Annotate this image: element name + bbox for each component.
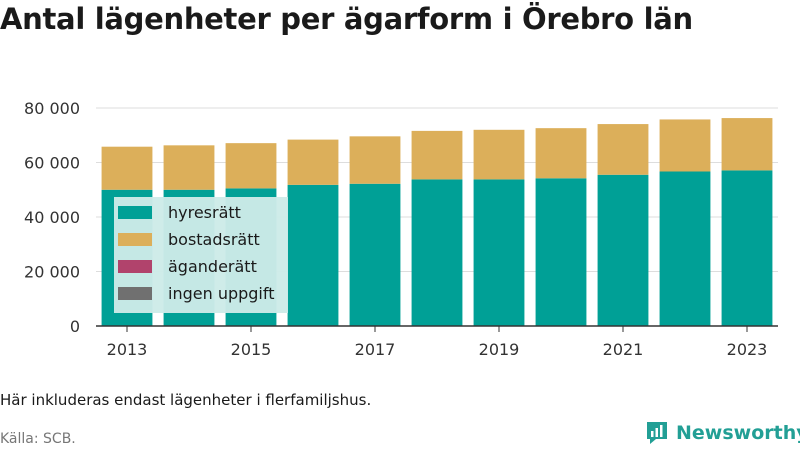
y-tick-label: 60 000 (24, 154, 80, 173)
bar-bostadsratt-2021 (597, 124, 649, 175)
legend-label-ingen_uppgift: ingen uppgift (168, 284, 275, 303)
y-tick-label: 80 000 (24, 99, 80, 118)
bar-bostadsratt-2020 (535, 128, 587, 179)
newsworthy-logo-icon (647, 422, 667, 444)
legend-swatch-bostadsratt (118, 233, 152, 246)
bar-bostadsratt-2022 (659, 119, 711, 172)
bar-hyresratt-2018 (411, 179, 463, 326)
bar-hyresratt-2019 (473, 179, 525, 326)
legend-label-aganderatt: äganderätt (168, 257, 257, 276)
bar-bostadsratt-2013 (101, 146, 153, 190)
bar-bostadsratt-2018 (411, 130, 463, 180)
x-tick-label: 2013 (107, 340, 148, 359)
bar-bostadsratt-2023 (721, 118, 773, 171)
legend-swatch-ingen_uppgift (118, 287, 152, 300)
bar-bostadsratt-2014 (163, 145, 215, 190)
legend-label-bostadsratt: bostadsrätt (168, 230, 260, 249)
y-tick-label: 0 (70, 317, 80, 336)
chart-title: Antal lägenheter per ägarform i Örebro l… (0, 2, 693, 36)
x-tick-label: 2019 (479, 340, 520, 359)
bar-hyresratt-2021 (597, 174, 649, 326)
x-tick-label: 2015 (231, 340, 272, 359)
bar-bostadsratt-2016 (287, 139, 339, 185)
bar-hyresratt-2022 (659, 171, 711, 326)
bar-hyresratt-2020 (535, 178, 587, 326)
legend-label-hyresratt: hyresrätt (168, 203, 241, 222)
legend-swatch-hyresratt (118, 206, 152, 219)
bar-hyresratt-2023 (721, 170, 773, 326)
y-tick-label: 20 000 (24, 263, 80, 282)
newsworthy-logo-text: Newsworthy (676, 422, 800, 444)
bar-bostadsratt-2017 (349, 136, 401, 184)
bar-hyresratt-2017 (349, 183, 401, 326)
x-tick-label: 2021 (603, 340, 644, 359)
newsworthy-logo: Newsworthy (645, 420, 800, 446)
y-tick-label: 40 000 (24, 208, 80, 227)
bar-hyresratt-2016 (287, 184, 339, 326)
bar-bostadsratt-2015 (225, 143, 277, 189)
legend-swatch-aganderatt (118, 260, 152, 273)
x-tick-label: 2023 (727, 340, 768, 359)
source-text: Källa: SCB. (0, 431, 76, 447)
bar-bostadsratt-2019 (473, 129, 525, 180)
chart-area: 0 20 000 40 000 60 000 80 000 2013 2015 2017 201… (24, 99, 778, 359)
chart-note: Här inkluderas endast lägenheter i flerf… (0, 391, 372, 409)
x-tick-label: 2017 (355, 340, 396, 359)
